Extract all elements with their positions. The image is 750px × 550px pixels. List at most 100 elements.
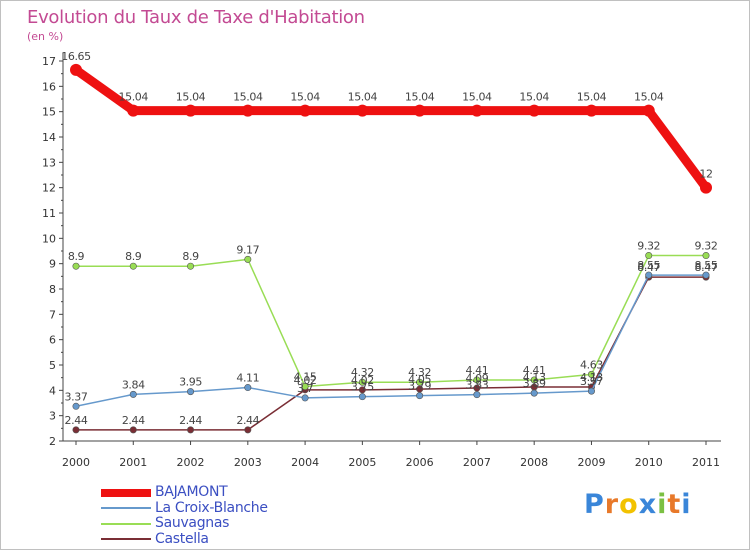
legend-label: La Croix-Blanche (155, 499, 268, 516)
data-point (473, 376, 481, 384)
legend-swatch (101, 538, 151, 541)
data-label: 4.41 (523, 364, 546, 377)
x-tick-label: 2002 (177, 456, 205, 469)
legend-label: BAJAMONT (155, 484, 228, 501)
data-point (244, 255, 252, 263)
data-label: 2.44 (65, 414, 88, 427)
data-label: 4.15 (294, 371, 317, 384)
legend-label: Castella (155, 530, 209, 547)
data-point (645, 271, 653, 279)
x-tick-label: 2005 (348, 456, 376, 469)
data-point (301, 394, 309, 402)
data-point (416, 392, 424, 400)
data-point (585, 104, 598, 117)
data-label: 15.04 (577, 91, 607, 104)
data-label: 8.55 (695, 259, 718, 272)
data-point (470, 104, 483, 117)
data-point (129, 390, 137, 398)
data-label: 9.17 (236, 243, 259, 256)
data-point (187, 388, 195, 396)
y-tick-label: 9 (49, 258, 56, 271)
legend-item: Sauvagnas (101, 516, 268, 532)
data-label: 8.9 (182, 250, 199, 263)
chart-series-lines (70, 63, 712, 434)
data-point (700, 181, 712, 194)
y-tick-label: 17 (42, 55, 56, 68)
data-label: 3.37 (65, 390, 88, 403)
y-tick-label: 13 (42, 156, 56, 169)
chart-unit-subtitle: (en %) (27, 30, 64, 43)
data-label: 4.13 (580, 371, 603, 384)
data-point (358, 378, 366, 386)
data-label: 4.32 (351, 366, 374, 379)
x-tick-label: 2001 (119, 456, 147, 469)
data-label: 3.89 (523, 377, 546, 390)
data-point (528, 104, 541, 117)
data-label: 3.75 (351, 381, 374, 394)
data-label: 4.02 (294, 374, 317, 387)
chart-data-labels: 16.65 15.04 15.04 15.04 15.04 15.04 15.04 15.04… (61, 50, 718, 427)
data-label: 3.83 (465, 379, 488, 392)
legend-label: Sauvagnas (155, 515, 230, 532)
data-point (413, 104, 426, 117)
chart-axes: 2 3 4 5 6 7 8 9 10 11 12 13 14 15 16 17 2000 2001 2002 2003… (42, 53, 721, 469)
x-tick-label: 2000 (62, 456, 90, 469)
legend-swatch (101, 507, 151, 510)
data-point (356, 104, 369, 117)
legend-item: BAJAMONT (101, 485, 268, 501)
data-label: 4.41 (465, 364, 488, 377)
data-label: 3.97 (580, 375, 603, 388)
series-line-sauvagnas (75, 254, 707, 388)
data-point (70, 63, 82, 76)
data-point (241, 104, 254, 117)
data-label: 2.44 (236, 414, 259, 427)
data-point (358, 386, 366, 394)
y-tick-label: 15 (42, 106, 56, 119)
data-label: 8.47 (695, 261, 718, 274)
series-line-la-croix-blanche (75, 274, 707, 408)
chart-title: Evolution du Taux de Taxe d'Habitation (27, 7, 365, 28)
y-tick-label: 11 (42, 207, 56, 220)
data-point (187, 426, 195, 434)
data-label: 4.63 (580, 358, 603, 371)
data-label: 4.11 (236, 372, 259, 385)
data-label: 15.04 (119, 91, 149, 104)
data-point (473, 391, 481, 399)
y-tick-label: 14 (42, 131, 56, 144)
legend-swatch (101, 522, 151, 525)
data-label: 8.47 (637, 261, 660, 274)
data-point (244, 384, 252, 392)
data-point (184, 104, 197, 117)
data-label: 9.32 (637, 240, 660, 253)
data-label: 3.84 (122, 378, 145, 391)
data-point (530, 389, 538, 397)
x-tick-label: 2006 (406, 456, 434, 469)
data-label: 15.04 (290, 91, 320, 104)
legend-item: La Croix-Blanche (101, 499, 268, 517)
data-point (72, 402, 80, 410)
data-label: 8.9 (125, 250, 142, 263)
data-label: 4.02 (351, 374, 374, 387)
data-label: 15.04 (462, 91, 492, 104)
y-tick-label: 3 (49, 410, 56, 423)
data-label: 3.95 (179, 376, 202, 389)
proxiti-logo: Proxiti (584, 489, 692, 520)
x-tick-label: 2009 (577, 456, 605, 469)
data-label: 4.32 (408, 366, 431, 379)
data-point (299, 104, 312, 117)
y-tick-label: 5 (49, 359, 56, 372)
data-label: 3.79 (408, 380, 431, 393)
data-point (301, 383, 309, 391)
data-point (129, 426, 137, 434)
series-line-castella (75, 276, 707, 431)
data-point (530, 376, 538, 384)
x-tick-label: 2011 (692, 456, 720, 469)
y-tick-label: 6 (49, 334, 56, 347)
data-label: 3.7 (297, 382, 314, 395)
data-label: 12 (699, 168, 712, 181)
data-point (642, 104, 655, 117)
data-label: 8.9 (68, 250, 85, 263)
data-point (645, 252, 653, 260)
